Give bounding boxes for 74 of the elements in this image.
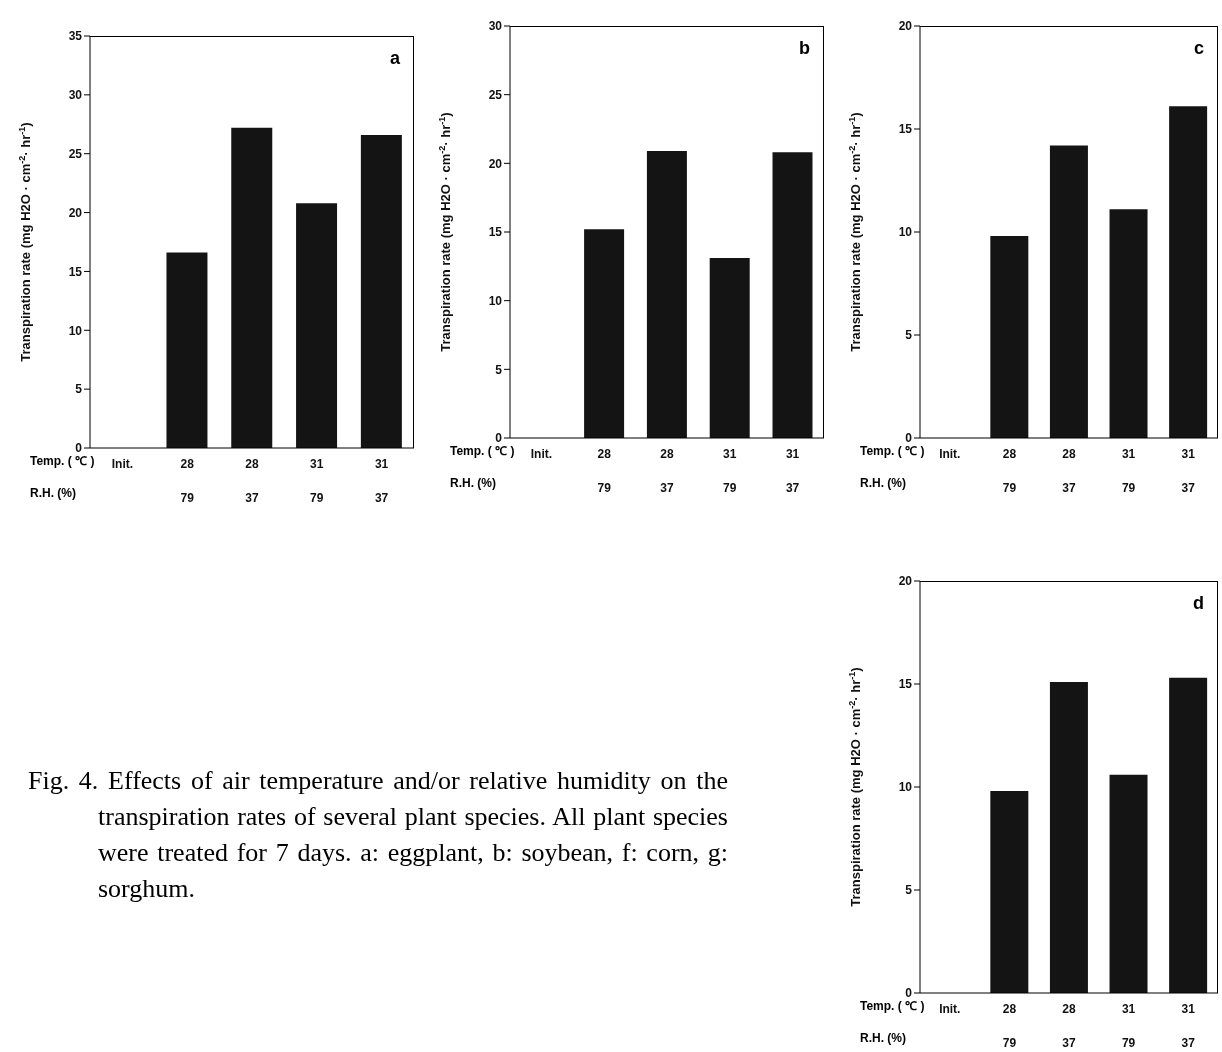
y-tick-label: 15 (898, 122, 913, 137)
y-tick-label: 20 (68, 205, 83, 220)
text: Temp. ( ℃ ) (30, 453, 95, 469)
text: Temp. ( ℃ ) (860, 998, 925, 1014)
y-tick-label: 0 (905, 986, 913, 1001)
y-tick-label: 30 (68, 88, 83, 103)
text: R.H. (%) (30, 486, 76, 500)
text: d (1193, 593, 1204, 614)
text: Temp. ( ℃ ) (860, 443, 925, 459)
bar (990, 236, 1029, 438)
text: R.H. (%) (450, 476, 496, 490)
text: R.H. (%) (860, 476, 906, 490)
text: Temp. ( ℃ ) (450, 443, 515, 459)
bar (166, 252, 208, 448)
bar (646, 150, 687, 438)
category-label: 28 79 (180, 457, 194, 505)
y-tick-label: 30 (488, 19, 503, 34)
category-label: 31 79 (723, 447, 737, 495)
y-tick-label: 15 (898, 677, 913, 692)
x-tick-label: Init. (530, 447, 553, 461)
category-label: 31 37 (1181, 447, 1195, 495)
text: R.H. (%) (860, 1031, 906, 1045)
y-tick-label: 10 (68, 323, 83, 338)
y-tick-label: 0 (905, 431, 913, 446)
bar (231, 127, 273, 448)
category-label: 28 79 (1002, 1002, 1017, 1050)
y-tick-label: 35 (68, 29, 83, 44)
bar (1169, 106, 1208, 438)
y-tick-label: 10 (898, 780, 913, 795)
x-tick-label: Init. (939, 1002, 961, 1016)
y-tick-label: 10 (898, 225, 913, 240)
y-tick-label: 0 (495, 431, 503, 446)
y-tick-label: 5 (75, 382, 83, 397)
bar (1049, 681, 1088, 993)
y-tick-label: 0 (75, 441, 83, 456)
y-tick-label: 20 (898, 574, 913, 589)
bar (296, 203, 338, 448)
y-tick-label: 10 (488, 293, 503, 308)
category-label: 28 37 (660, 447, 674, 495)
bar (584, 229, 625, 438)
bar (709, 258, 750, 438)
category-label: 31 37 (374, 457, 389, 505)
bar (1169, 677, 1208, 993)
y-tick-label: 15 (488, 225, 503, 240)
bar (772, 152, 813, 438)
y-tick-label: 20 (898, 19, 913, 34)
category-label: 28 37 (1062, 447, 1076, 495)
y-tick-label: 5 (905, 883, 913, 898)
bar (990, 791, 1029, 993)
y-tick-label: 5 (905, 328, 913, 343)
text: c (1193, 38, 1204, 59)
category-label: 31 37 (785, 447, 800, 495)
category-label: 31 79 (1121, 1002, 1136, 1050)
category-label: 28 37 (1062, 1002, 1076, 1050)
y-tick-label: 15 (68, 264, 83, 279)
y-tick-label: 25 (488, 87, 503, 102)
bar (1049, 145, 1088, 438)
y-tick-label: 20 (488, 156, 503, 171)
bar (1109, 209, 1148, 438)
bar (360, 134, 402, 448)
x-tick-label: Init. (939, 447, 961, 461)
category-label: 31 37 (1181, 1002, 1195, 1050)
category-label: 31 79 (310, 457, 324, 505)
category-label: 28 79 (1002, 447, 1017, 495)
text: b (799, 38, 810, 59)
text: a (389, 48, 400, 69)
y-tick-label: 5 (495, 362, 503, 377)
category-label: 28 37 (245, 457, 259, 505)
category-label: 31 79 (1121, 447, 1136, 495)
category-label: 28 79 (597, 447, 611, 495)
x-tick-label: Init. (111, 457, 134, 471)
y-tick-label: 25 (68, 146, 83, 161)
caption: Fig. 4. Effects of air temperature and/or relative humidity on the transpiration rates of several plant species. All plant species were treated for 7 days. a: eggplant, b: soybean, f: corn, g: sorghum. (28, 765, 728, 905)
bar (1109, 774, 1148, 993)
